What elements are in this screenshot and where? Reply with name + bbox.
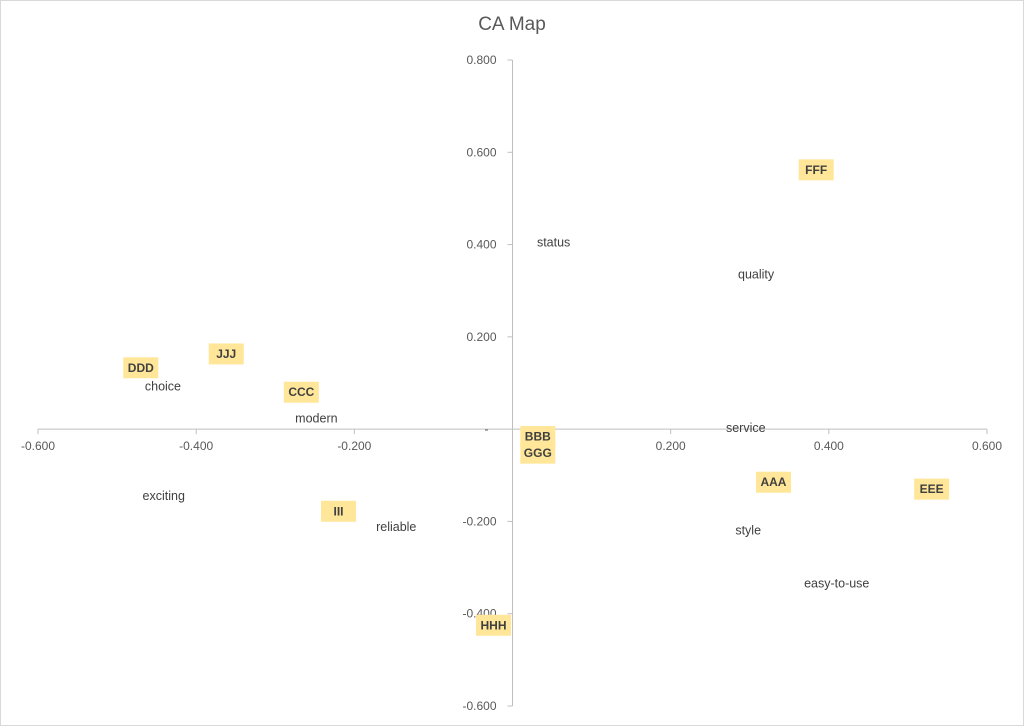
brand-label: AAA — [760, 475, 786, 489]
y-tick-label: -0.600 — [462, 699, 496, 713]
y-tick-label: -0.200 — [462, 514, 496, 528]
origin-tick-label: - — [485, 422, 489, 436]
brand-label: CCC — [288, 385, 314, 399]
brand-label: HHH — [481, 618, 507, 632]
x-tick-label: 0.600 — [972, 439, 1002, 453]
y-tick-label: 0.600 — [466, 145, 496, 159]
attribute-label: exciting — [143, 489, 185, 503]
brand-label: III — [334, 504, 344, 518]
brand-label: GGG — [524, 446, 552, 460]
x-tick-label: -0.600 — [21, 439, 55, 453]
brand-label: FFF — [805, 163, 827, 177]
brand-label: EEE — [920, 482, 944, 496]
attribute-label: choice — [145, 380, 181, 394]
brand-label-box — [321, 500, 357, 522]
brand-label: BBB — [525, 430, 551, 444]
attribute-label: service — [726, 421, 766, 435]
x-tick-label: -0.200 — [337, 439, 371, 453]
attribute-label: status — [537, 235, 570, 249]
x-tick-label: -0.400 — [179, 439, 213, 453]
x-tick-label: 0.400 — [814, 439, 844, 453]
brand-label-box — [123, 357, 159, 379]
x-tick-label: 0.200 — [656, 439, 686, 453]
brand-label-box — [755, 471, 791, 493]
brand-label-box — [798, 159, 834, 181]
y-tick-label: 0.200 — [466, 330, 496, 344]
brand-label-box — [283, 381, 319, 403]
brand-label-box — [914, 478, 950, 500]
brand-label-box — [520, 442, 556, 464]
brand-label-box — [520, 426, 556, 448]
attribute-label: modern — [295, 412, 337, 426]
brand-label-box — [208, 343, 244, 365]
attribute-label: style — [735, 524, 761, 538]
y-tick-label: 0.400 — [466, 238, 496, 252]
y-tick-label: 0.800 — [466, 53, 496, 67]
brand-label: JJJ — [216, 347, 236, 361]
brand-label: DDD — [128, 361, 154, 375]
attribute-label: reliable — [376, 520, 416, 534]
attribute-label: quality — [738, 268, 775, 282]
attribute-label: easy-to-use — [804, 577, 869, 591]
chart-title: CA Map — [478, 14, 546, 35]
brand-label-box — [476, 614, 512, 636]
